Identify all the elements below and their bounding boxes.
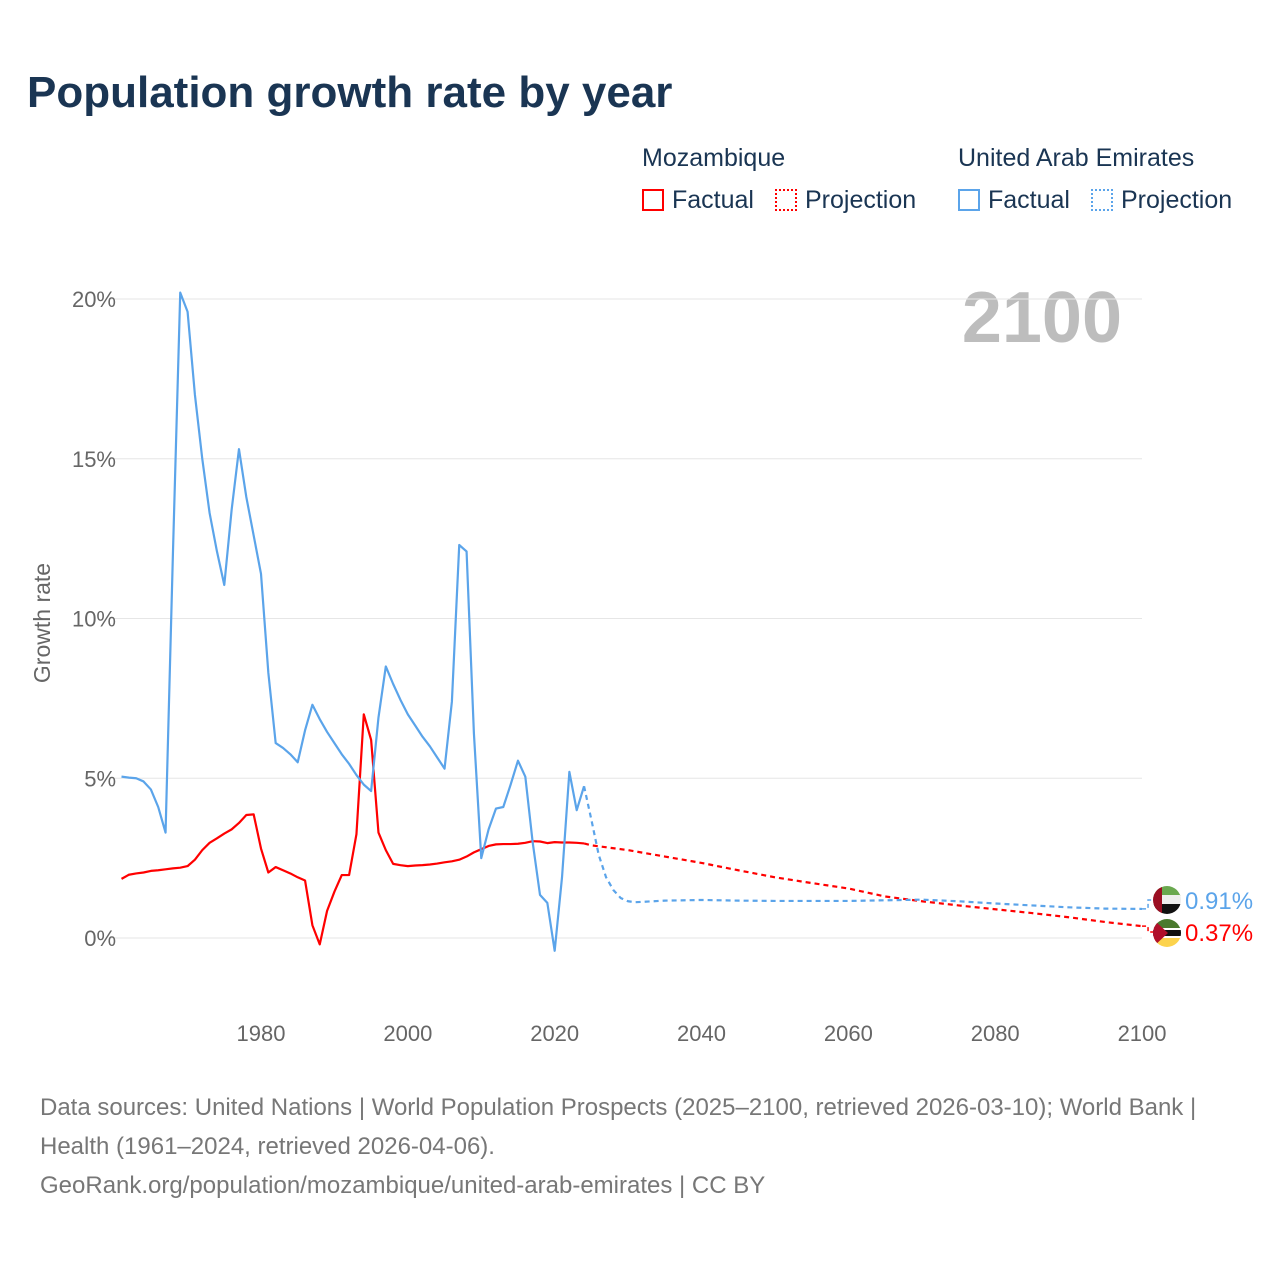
stripe [1153, 938, 1181, 947]
y-tick-label: 20% [72, 287, 116, 312]
footer-link[interactable]: GeoRank.org/population/mozambique/united… [40, 1172, 766, 1199]
legend-label: Factual [988, 186, 1070, 214]
x-tick-label: 2020 [530, 1021, 579, 1046]
footer-sources: Data sources: United Nations | World Pop… [40, 1094, 1197, 1160]
x-tick-label: 2060 [824, 1021, 873, 1046]
triangle [1153, 919, 1168, 947]
end-value-label: 0.91% [1185, 888, 1253, 915]
legend-group-uae: United Arab Emirates [958, 144, 1195, 172]
y-axis-label: Growth rate [29, 563, 55, 683]
legend-uae-projection[interactable]: Projection [1091, 186, 1232, 215]
stripe [1153, 886, 1162, 914]
series-line-projection [583, 842, 1143, 928]
uae-flag-icon [1153, 886, 1181, 914]
swatch-dotted-icon [1091, 189, 1113, 211]
footer: Data sources: United Nations | World Pop… [40, 1088, 1240, 1205]
chart-title: Population growth rate by year [27, 68, 673, 117]
swatch-solid-icon [958, 189, 980, 211]
series-line-factual [121, 291, 586, 952]
swatch-solid-icon [642, 189, 664, 211]
stripe [1153, 904, 1181, 914]
legend-group-mozambique: Mozambique [642, 144, 786, 172]
stripe [1153, 886, 1181, 896]
x-tick-label: 2040 [677, 1021, 726, 1046]
y-tick-label: 0% [84, 926, 116, 951]
y-tick-label: 5% [84, 766, 116, 791]
x-tick-label: 1980 [237, 1021, 286, 1046]
legend-uae-factual[interactable]: Factual [958, 186, 1070, 215]
x-tick-label: 2000 [383, 1021, 432, 1046]
x-tick-label: 2100 [1118, 1021, 1167, 1046]
plot-area: 2100 Growth rate 0% 5% 10% 15% 20% 1980 2000 20… [29, 278, 1253, 1046]
end-connector [1142, 925, 1153, 933]
end-connector [1142, 899, 1153, 910]
y-tick-label: 10% [72, 607, 116, 632]
legend-label: Factual [672, 186, 754, 214]
series-line-factual [120, 713, 585, 946]
end-value-label: 0.37% [1185, 920, 1253, 947]
y-tick-label: 15% [72, 447, 116, 472]
x-tick-label: 2080 [971, 1021, 1020, 1046]
legend-label: Projection [1121, 186, 1233, 214]
legend-moz-factual[interactable]: Factual [642, 186, 754, 215]
series-line-projection [582, 786, 1143, 911]
stripe [1153, 895, 1181, 905]
stripe [1153, 919, 1181, 928]
swatch-dotted-icon [775, 189, 797, 211]
year-watermark: 2100 [962, 278, 1122, 358]
legend-label: Projection [805, 186, 917, 214]
mozambique-flag-icon [1153, 919, 1181, 947]
legend-moz-projection[interactable]: Projection [775, 186, 916, 215]
